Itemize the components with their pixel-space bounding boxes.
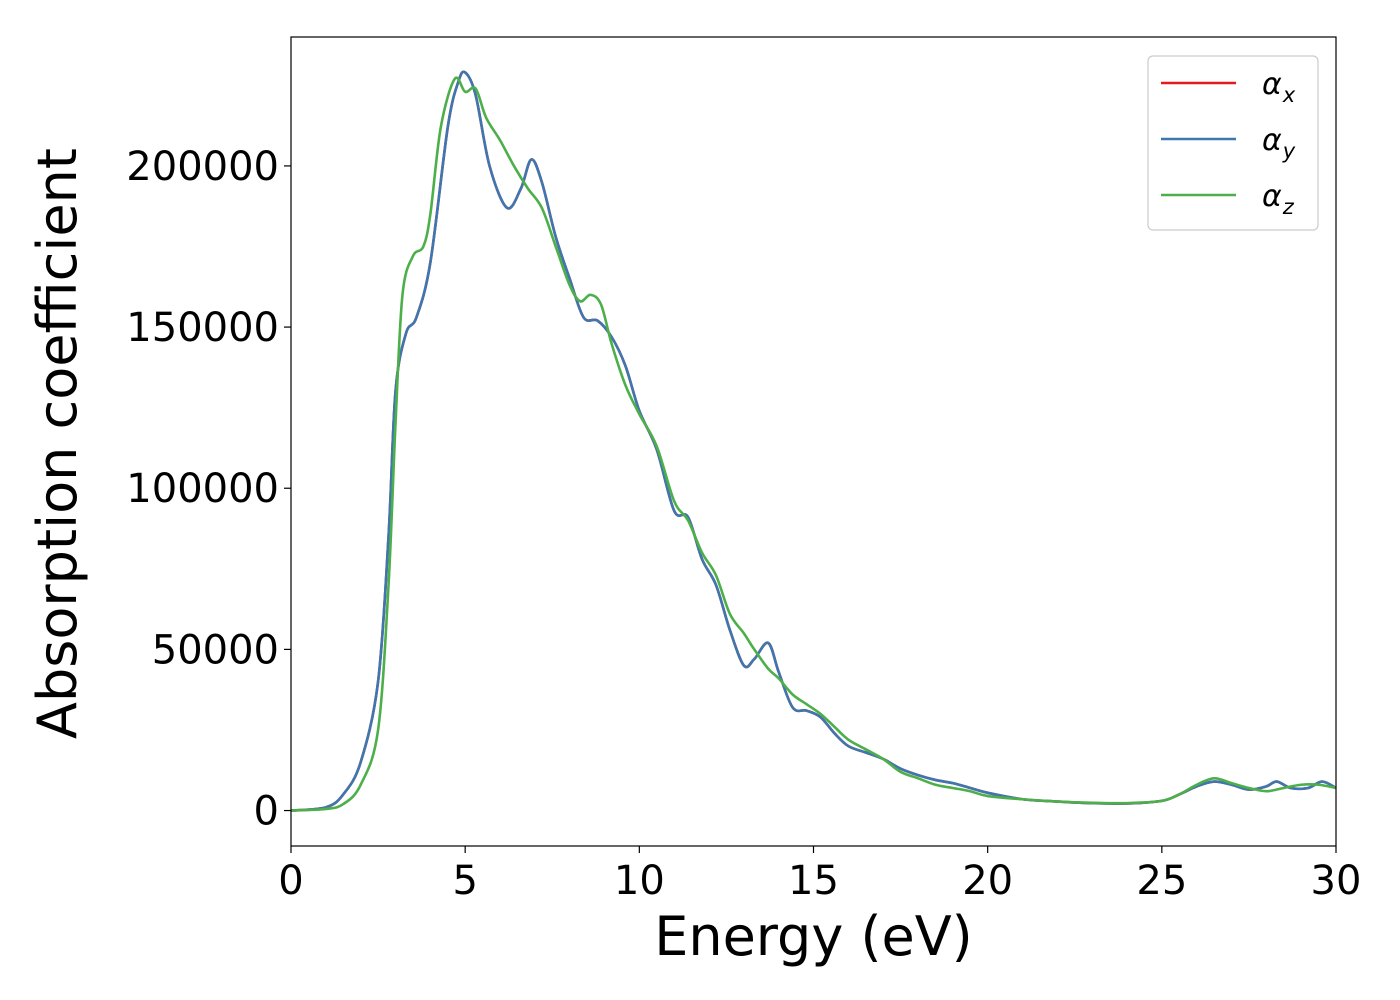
legend-box	[1147, 55, 1319, 231]
y-tick-label: 0	[254, 789, 279, 835]
x-tick-label: 0	[278, 858, 303, 904]
legend-label-alpha-x: αx	[1262, 67, 1296, 107]
series-lines	[291, 70, 1336, 812]
x-tick-label: 5	[452, 858, 477, 904]
y-axis-ticks: 0 50000 100000 150000 200000	[126, 144, 291, 835]
x-tick-label: 30	[1311, 858, 1362, 904]
x-axis-ticks: 0 5 10 15 20 25 30	[278, 846, 1361, 904]
x-tick-label: 10	[614, 858, 665, 904]
y-tick-label: 150000	[126, 305, 279, 351]
y-tick-label: 200000	[126, 144, 279, 190]
x-axis-label: Energy (eV)	[654, 905, 973, 968]
y-tick-label: 50000	[152, 627, 279, 673]
y-axis-label: Absorption coefficient	[26, 148, 89, 739]
series-line-alpha-z	[291, 76, 1336, 812]
x-tick-label: 25	[1136, 858, 1187, 904]
y-tick-label: 100000	[126, 466, 279, 512]
x-tick-label: 15	[788, 858, 839, 904]
x-tick-label: 20	[962, 858, 1013, 904]
